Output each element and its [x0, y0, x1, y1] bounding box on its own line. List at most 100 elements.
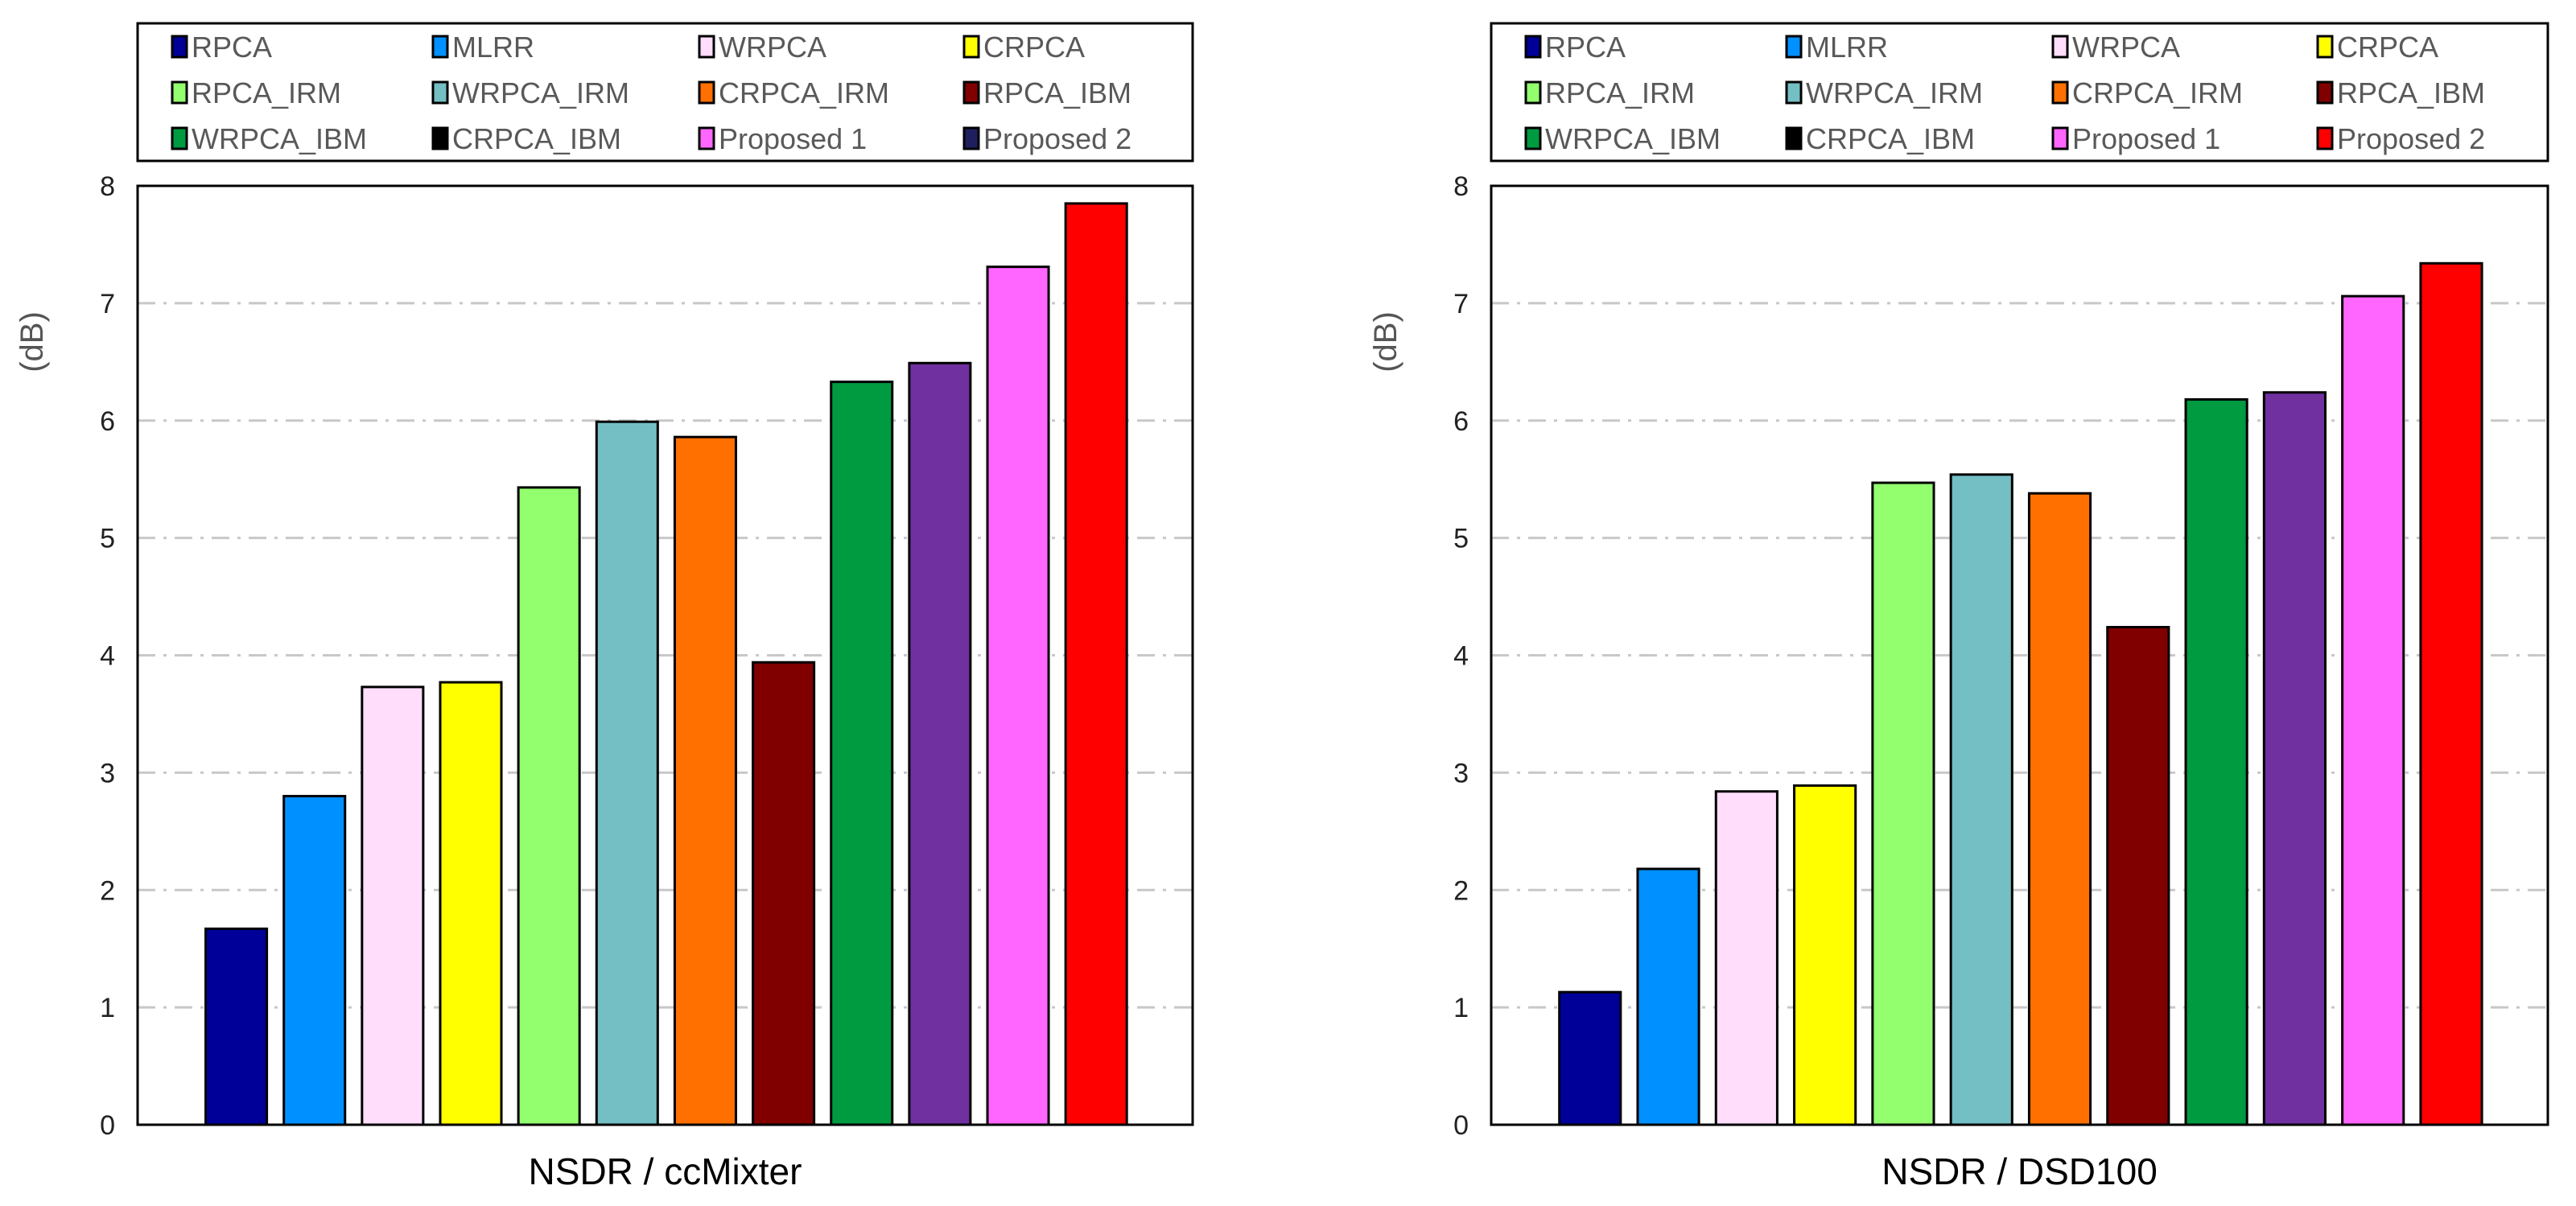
y-tick-label: 8 — [1453, 171, 1469, 202]
legend-swatch — [171, 126, 188, 150]
legend-label: WRPCA_IRM — [452, 76, 629, 109]
legend-swatch — [698, 80, 715, 105]
legend-label: WRPCA — [719, 31, 826, 64]
legend: RPCA MLRR WRPCA CRPCA RPCA_IRM WRPCA_IRM CRPCA… — [1490, 22, 2549, 163]
legend-swatch — [962, 80, 980, 105]
y-tick-label: 4 — [100, 641, 115, 672]
y-tick-label: 3 — [1453, 758, 1469, 788]
x-axis-title: NSDR / DSD100 — [1882, 1150, 2158, 1192]
y-axis-label: (dB) — [14, 311, 50, 373]
legend-label: CRPCA_IRM — [2072, 76, 2243, 109]
legend-swatch — [1785, 126, 1803, 150]
legend-swatch — [2316, 80, 2334, 105]
bar-proposed-1 — [2341, 294, 2405, 1126]
legend-label: Proposed 1 — [2072, 122, 2220, 155]
legend-box — [136, 22, 1194, 163]
y-tick-label: 4 — [1453, 641, 1469, 672]
bar-crpca-irm — [2027, 492, 2092, 1126]
legend-swatch — [698, 126, 715, 150]
legend-label: WRPCA_IRM — [1806, 76, 1983, 109]
legend-label: MLRR — [452, 31, 534, 64]
y-tick-label: 0 — [100, 1110, 115, 1141]
y-tick-label: 1 — [1453, 993, 1469, 1023]
legend: RPCA MLRR WRPCA CRPCA RPCA_IRM WRPCA_IRM CRPCA… — [136, 22, 1194, 163]
bar-wrpca — [361, 685, 425, 1126]
legend-box — [1490, 22, 2549, 163]
chart-panel-1: 0 1 2 3 4 5 6 7 8 (dB) NSDR / ccMixter RPCA MLRR WRPC… — [14, 22, 1194, 1192]
legend-swatch — [962, 126, 980, 150]
legend-label: CRPCA_IBM — [1806, 122, 1975, 155]
legend-swatch — [1524, 126, 1542, 150]
bar-proposed-2 — [2419, 261, 2483, 1126]
legend-label: MLRR — [1806, 31, 1888, 64]
y-tick-label: 2 — [100, 875, 115, 906]
legend-label: WRPCA — [2072, 31, 2180, 64]
legend-label: Proposed 1 — [719, 122, 867, 155]
bar-wrpca-irm — [1949, 473, 2013, 1126]
bar-crpca — [439, 681, 503, 1126]
plot-frame — [136, 184, 1194, 1126]
legend-label: CRPCA — [983, 31, 1085, 64]
legend-label: RPCA_IBM — [983, 76, 1131, 109]
plot-frame — [1490, 184, 2549, 1126]
legend-swatch — [171, 80, 188, 105]
y-tick-label: 6 — [100, 406, 115, 437]
y-tick-label: 0 — [1453, 1110, 1469, 1141]
legend-swatch — [2051, 126, 2069, 150]
bar-rpca-irm — [1871, 481, 1935, 1126]
x-axis-title: NSDR / ccMixter — [529, 1150, 802, 1192]
legend-swatch — [962, 35, 980, 59]
bar-crpca-irm — [673, 435, 737, 1126]
bar-crpca — [1793, 784, 1857, 1126]
y-tick-label: 7 — [100, 289, 115, 319]
legend-label: RPCA_IBM — [2337, 76, 2485, 109]
bar-crpca-ibm — [2262, 391, 2327, 1126]
y-tick-label: 5 — [1453, 524, 1469, 554]
legend-swatch — [1524, 35, 1542, 59]
legend-label: RPCA — [1545, 31, 1626, 64]
bar-rpca-irm — [517, 486, 581, 1126]
y-tick-label: 5 — [100, 524, 115, 554]
bar-proposed-1 — [986, 265, 1050, 1126]
legend-label: WRPCA_IBM — [192, 122, 367, 155]
legend-swatch — [1524, 80, 1542, 105]
y-tick-label: 6 — [1453, 406, 1469, 437]
legend-label: CRPCA_IRM — [719, 76, 889, 109]
bar-wrpca-ibm — [2184, 397, 2248, 1126]
legend-swatch — [2316, 126, 2334, 150]
bar-rpca-ibm — [752, 661, 816, 1126]
legend-label: Proposed 2 — [983, 122, 1131, 155]
legend-label: WRPCA_IBM — [1545, 122, 1721, 155]
legend-swatch — [2051, 80, 2069, 105]
y-tick-label: 3 — [100, 758, 115, 788]
legend-swatch — [2316, 35, 2334, 59]
bar-mlrr — [282, 795, 347, 1126]
bar-wrpca-irm — [595, 420, 659, 1126]
y-tick-label: 2 — [1453, 875, 1469, 906]
bar-wrpca-ibm — [830, 381, 894, 1126]
legend-label: CRPCA — [2337, 31, 2438, 64]
legend-swatch — [2051, 35, 2069, 59]
legend-swatch — [431, 35, 449, 59]
legend-swatch — [171, 35, 188, 59]
y-tick-label: 8 — [100, 171, 115, 202]
legend-swatch — [431, 80, 449, 105]
legend-swatch — [1785, 35, 1803, 59]
bar-mlrr — [1636, 867, 1700, 1126]
legend-label: RPCA_IRM — [1545, 76, 1695, 109]
legend-swatch — [698, 35, 715, 59]
bar-wrpca — [1714, 790, 1778, 1126]
y-tick-label: 7 — [1453, 289, 1469, 319]
bar-rpca — [204, 927, 269, 1126]
bar-proposed-2 — [1064, 202, 1128, 1126]
bar-rpca-ibm — [2106, 625, 2170, 1126]
legend-swatch — [431, 126, 449, 150]
legend-label: CRPCA_IBM — [452, 122, 621, 155]
y-tick-label: 1 — [100, 993, 115, 1023]
y-axis-label: (dB) — [1368, 311, 1403, 373]
chart-panel-2: 0 1 2 3 4 5 6 7 8 (dB) NSDR / DSD100 RPCA MLRR WRPCA C… — [1368, 22, 2549, 1192]
legend-swatch — [1785, 80, 1803, 105]
legend-label: RPCA_IRM — [192, 76, 341, 109]
bar-rpca — [1558, 990, 1622, 1126]
